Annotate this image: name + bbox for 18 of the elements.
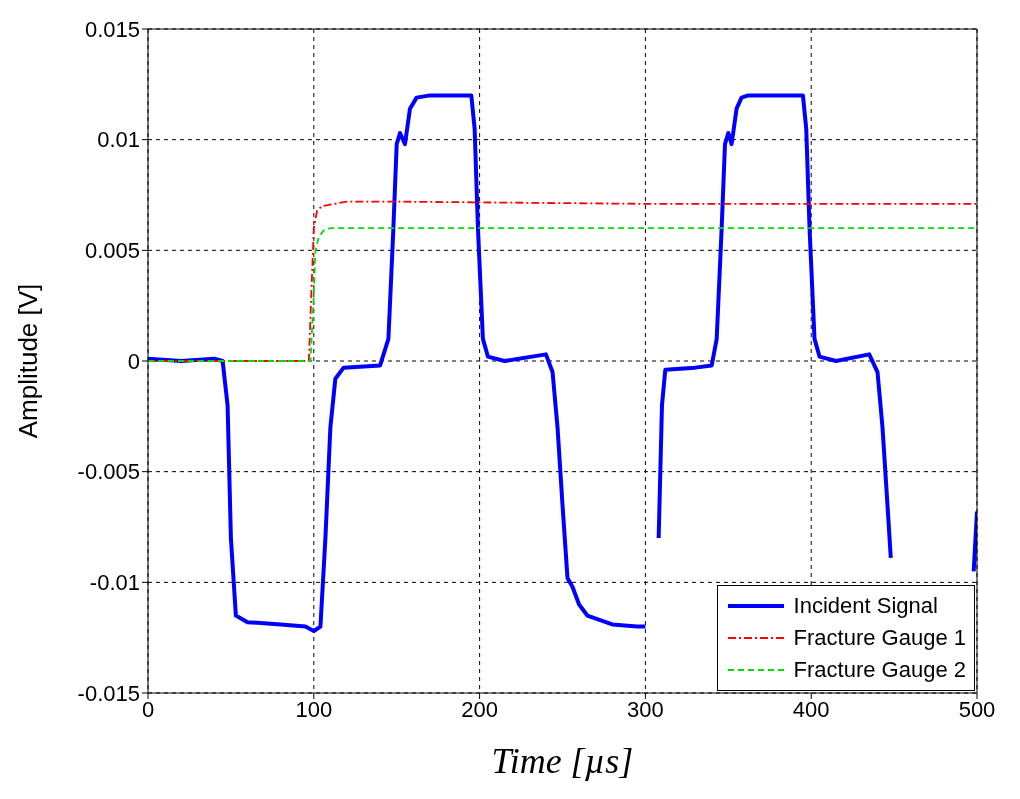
y-axis-title: Amplitude [V]	[13, 283, 44, 439]
y-tick-label: 0.01	[97, 127, 140, 153]
x-tick-label: 300	[627, 696, 664, 722]
x-tick-label: 500	[958, 696, 996, 722]
y-tick-label: -0.01	[89, 570, 140, 596]
legend-label: Incident Signal	[793, 593, 938, 619]
x-axis-title: Time [µs]	[491, 741, 634, 781]
x-tick-label: 100	[295, 696, 333, 722]
legend-label: Fracture Gauge 2	[793, 657, 966, 683]
y-tick-label: -0.015	[77, 680, 140, 706]
legend-label: Fracture Gauge 1	[793, 625, 966, 651]
y-tick-label: 0.005	[84, 238, 140, 264]
line-series	[148, 227, 977, 362]
x-tick-label: 400	[792, 696, 830, 722]
y-tick-label: -0.005	[77, 459, 140, 485]
y-tick-label: 0.015	[84, 16, 140, 42]
x-tick-label: 200	[461, 696, 498, 722]
y-tick-label: 0	[127, 348, 140, 374]
